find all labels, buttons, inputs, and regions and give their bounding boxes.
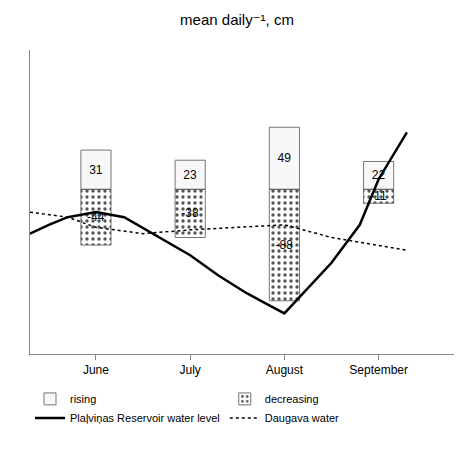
svg-text:-38: -38 xyxy=(181,206,199,220)
svg-text:-11: -11 xyxy=(370,189,387,203)
svg-text:23: 23 xyxy=(183,168,197,182)
svg-text:September: September xyxy=(349,363,408,377)
svg-text:June: June xyxy=(83,363,109,377)
svg-text:Plaļviņas Reservoir water leve: Plaļviņas Reservoir water level xyxy=(70,412,220,424)
svg-text:rising: rising xyxy=(70,393,96,405)
svg-text:mean daily⁻¹, cm: mean daily⁻¹, cm xyxy=(180,11,294,28)
svg-text:August: August xyxy=(266,363,304,377)
svg-text:decreasing: decreasing xyxy=(265,393,319,405)
svg-text:Daugava water: Daugava water xyxy=(265,412,339,424)
svg-text:22: 22 xyxy=(372,168,386,182)
svg-text:-44: -44 xyxy=(87,210,105,224)
svg-text:49: 49 xyxy=(278,151,292,165)
svg-text:-88: -88 xyxy=(276,238,294,252)
svg-text:31: 31 xyxy=(89,163,103,177)
svg-text:July: July xyxy=(180,363,201,377)
